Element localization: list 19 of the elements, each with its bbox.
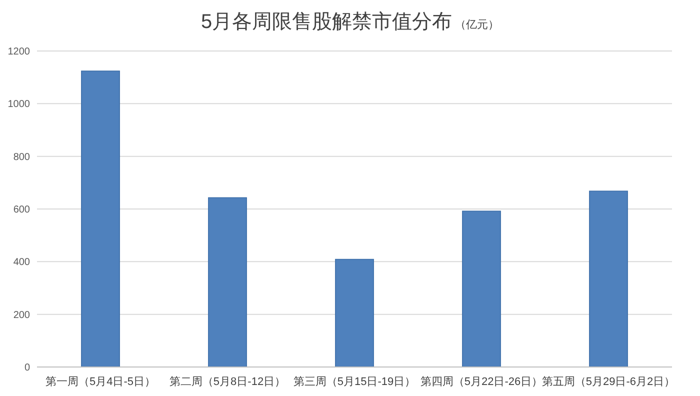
bar xyxy=(81,70,120,368)
y-tick-label: 600 xyxy=(13,204,30,216)
chart-subtitle: （亿元） xyxy=(455,19,500,31)
x-tick-label: 第一周（5月4日-5日） xyxy=(45,376,156,388)
x-tick-label: 第二周（5月8日-12日） xyxy=(169,376,286,388)
bar xyxy=(208,197,247,368)
y-tick-label: 400 xyxy=(13,257,30,268)
y-tick-label: 200 xyxy=(13,310,30,321)
x-tick-label: 第三周（5月15日-19日） xyxy=(293,376,416,388)
y-tick-label: 1200 xyxy=(8,46,30,58)
chart-title: 5月各周限售股解禁市值分布 xyxy=(200,11,452,33)
y-tick-label: 0 xyxy=(24,362,30,374)
bar xyxy=(462,210,501,368)
x-tick-label: 第五周（5月29日-6月2日） xyxy=(542,376,676,388)
bar xyxy=(335,258,374,368)
y-tick-label: 800 xyxy=(13,152,30,163)
x-tick-label: 第四周（5月22日-26日） xyxy=(420,376,543,388)
y-tick-label: 1000 xyxy=(8,99,30,110)
bar xyxy=(589,190,628,368)
